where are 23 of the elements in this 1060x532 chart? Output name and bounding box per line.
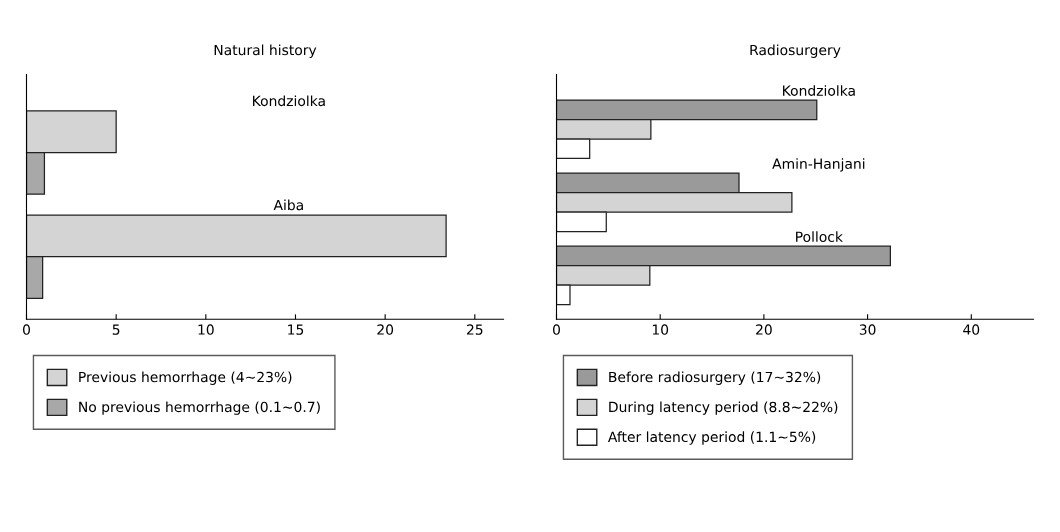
x-tick-label: 0 xyxy=(23,324,30,335)
y-tick-label: Kondziolka xyxy=(783,85,855,96)
x-tick-label: 25 xyxy=(466,324,483,335)
y-tick-label: Amin-Hanjani xyxy=(772,158,865,172)
y-tick-label: Aiba xyxy=(273,199,303,211)
legend-label: Before radiosurgery (17~32%) xyxy=(609,371,821,385)
x-tick-label: 10 xyxy=(652,324,669,335)
x-tick-label: 40 xyxy=(963,324,980,335)
x-tick-label: 0 xyxy=(553,324,560,335)
x-tick-label: 5 xyxy=(112,324,120,335)
legend-label: Previous hemorrhage (4~23%) xyxy=(79,371,292,385)
chart-title: Natural history xyxy=(214,44,317,58)
y-tick-label: Pollock xyxy=(796,231,843,242)
legend-label: After latency period (1.1~5%) xyxy=(608,431,816,445)
chart-title: Radiosurgery xyxy=(750,44,841,58)
legend-label: No previous hemorrhage (0.1~0.7) xyxy=(79,401,320,415)
y-tick-label: Kondziolka xyxy=(253,95,325,107)
legend-label: During latency period (8.8~22%) xyxy=(609,401,838,415)
x-tick-label: 20 xyxy=(756,324,772,335)
x-tick-label: 15 xyxy=(288,324,304,335)
x-tick-label: 30 xyxy=(859,324,876,335)
x-tick-label: 10 xyxy=(198,324,214,335)
x-tick-label: 20 xyxy=(377,324,394,335)
